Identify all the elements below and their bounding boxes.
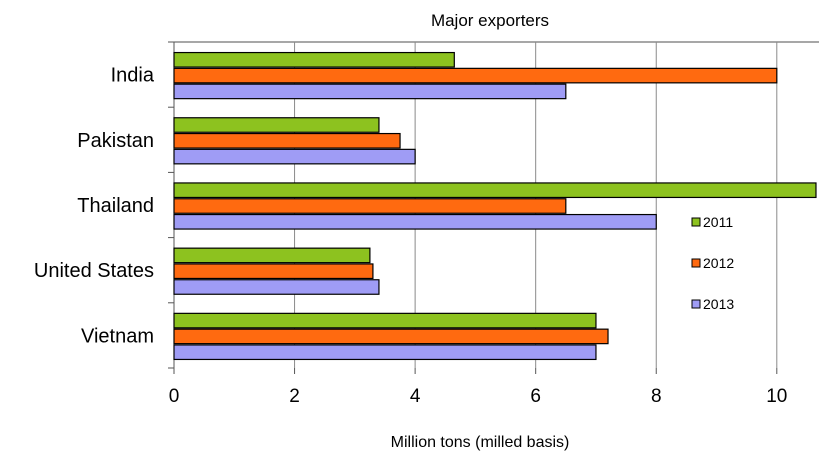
- bar-united-states-2011: [173, 247, 371, 264]
- category-label-4: Vietnam: [81, 325, 154, 347]
- bar-vietnam-2011: [173, 312, 597, 329]
- bar-thailand-2012: [173, 198, 567, 214]
- x-tick-label-4: 4: [410, 386, 421, 407]
- bar-india-2013: [173, 83, 567, 100]
- bar-thailand-2013: [173, 213, 657, 230]
- bar-vietnam-2013: [173, 344, 597, 361]
- bar-vietnam-2012: [173, 328, 609, 345]
- x-tick-label-6: 6: [530, 386, 541, 407]
- bar-united-states-2013: [173, 279, 380, 295]
- bar-thailand-2011: [173, 182, 817, 199]
- x-tick-label-2: 2: [289, 386, 300, 407]
- category-label-2: Thailand: [77, 195, 154, 217]
- plot-area: 0 2 4 6 8 10 India Pakistan Thailand United State…: [34, 41, 819, 407]
- legend-label-2011: 2011: [703, 214, 733, 230]
- legend-label-2012: 2012: [703, 255, 734, 271]
- legend-label-2013: 2013: [703, 296, 734, 312]
- legend-swatch-2013: [691, 299, 701, 309]
- bar-india-2011: [173, 51, 455, 68]
- x-tick-label-10: 10: [766, 386, 787, 407]
- x-tick-label-0: 0: [169, 386, 180, 407]
- bar-india-2012: [173, 67, 778, 84]
- bar-pakistan-2013: [173, 148, 416, 165]
- category-label-3: United States: [34, 260, 154, 282]
- bar-united-states-2012: [173, 263, 374, 280]
- bar-pakistan-2011: [173, 117, 380, 133]
- chart-title: Major exporters: [431, 11, 549, 30]
- x-axis-label: Million tons (milled basis): [391, 434, 570, 451]
- x-tick-label-8: 8: [651, 386, 662, 407]
- category-label-0: India: [111, 65, 155, 87]
- legend-swatch-2011: [691, 217, 701, 227]
- legend-swatch-2012: [691, 258, 701, 268]
- bar-pakistan-2012: [173, 132, 401, 149]
- category-label-1: Pakistan: [77, 130, 154, 152]
